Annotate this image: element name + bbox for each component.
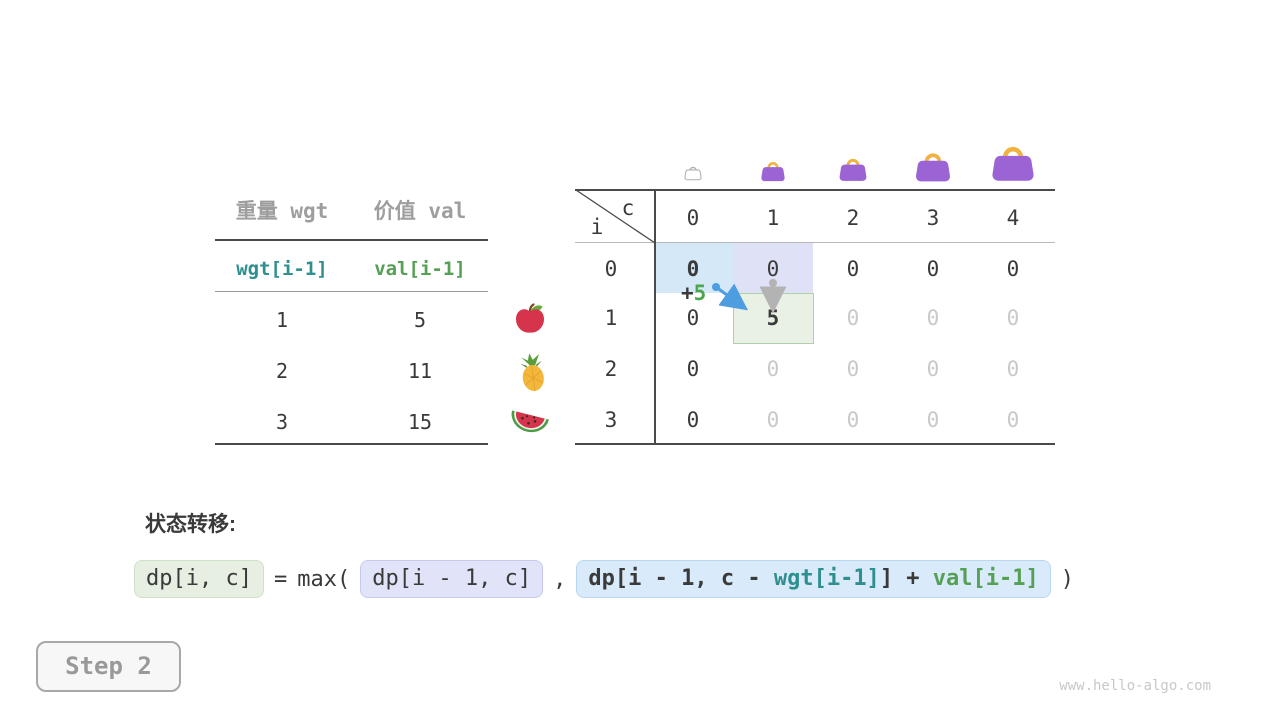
dp-table-top-rule xyxy=(575,189,1055,191)
dp-cell-r3c2: 0 xyxy=(846,408,860,432)
formula-close-paren: ) xyxy=(1060,566,1075,592)
items-table-var-value: val[i-1] xyxy=(374,258,466,280)
dp-cell-r0c2: 0 xyxy=(846,257,860,281)
dp-col-header: 1 xyxy=(766,206,780,230)
dp-corner-col-label: c xyxy=(621,196,635,220)
dp-cell-r2c0: 0 xyxy=(686,357,700,381)
dp-corner-row-label: i xyxy=(590,215,604,239)
dp-cell-r0c3: 0 xyxy=(926,257,940,281)
dp-row-header: 0 xyxy=(604,257,618,281)
dp-cell-r0c4: 0 xyxy=(1006,257,1020,281)
formula-arg2-prefix: dp[i - 1, c - xyxy=(588,566,774,591)
formula-arg1-box: dp[i - 1, c] xyxy=(360,560,544,598)
formula-comma: , xyxy=(553,566,567,592)
formula-arg2-val: val[i-1] xyxy=(932,566,1039,591)
added-value: 5 xyxy=(693,281,707,305)
dp-col-header: 4 xyxy=(1006,206,1020,230)
plus-sign: + xyxy=(681,281,694,305)
items-table-header-value: 价值 val xyxy=(373,199,467,223)
dp-cell-r1c4: 0 xyxy=(1006,306,1020,330)
formula-arg2-box: dp[i - 1, c - wgt[i-1]] + val[i-1] xyxy=(576,560,1051,598)
state-transition-heading: 状态转移: xyxy=(145,513,236,536)
item-row-value: 5 xyxy=(413,308,427,332)
pineapple-icon xyxy=(520,353,544,391)
state-transition-formula: dp[i, c] = max( dp[i - 1, c] , dp[i - 1,… xyxy=(134,560,1074,598)
items-table-header-weight: 重量 wgt xyxy=(235,199,329,223)
formula-equals: = xyxy=(273,566,288,592)
dp-col-header: 0 xyxy=(686,206,700,230)
dp-cell-r1c0: 0 xyxy=(686,306,700,330)
items-table-bottom-rule xyxy=(215,443,488,445)
items-table-top-rule xyxy=(215,239,488,241)
dp-table-header-rule xyxy=(575,242,1055,243)
items-table-var-weight: wgt[i-1] xyxy=(236,258,328,280)
skip-item-arrow xyxy=(759,279,787,314)
dp-cell-r1c2: 0 xyxy=(846,306,860,330)
dp-cell-r2c3: 0 xyxy=(926,357,940,381)
formula-lhs-box: dp[i, c] xyxy=(134,560,264,598)
dp-table-corner-diagonal xyxy=(575,189,656,244)
items-table-mid-rule xyxy=(215,291,488,292)
item-row-weight: 2 xyxy=(275,359,289,383)
dp-cell-r2c4: 0 xyxy=(1006,357,1020,381)
dp-cell-r3c4: 0 xyxy=(1006,408,1020,432)
formula-max-open: max( xyxy=(297,566,351,592)
item-row-weight: 1 xyxy=(275,308,289,332)
watermelon-icon xyxy=(511,410,549,433)
formula-arg2-mid: ] + xyxy=(879,566,933,591)
transition-arrows xyxy=(712,279,787,314)
capacity-3-bag-icon xyxy=(916,153,950,182)
capacity-1-bag-icon xyxy=(761,162,785,182)
dp-cell-r2c2: 0 xyxy=(846,357,860,381)
apple-icon xyxy=(516,303,544,333)
dp-cell-r0c0: 0 xyxy=(686,257,700,281)
capacity-4-bag-icon xyxy=(992,146,1034,181)
dp-cell-r1c3: 0 xyxy=(926,306,940,330)
formula-arg2-wgt: wgt[i-1] xyxy=(773,566,880,591)
dp-cell-r2c1: 0 xyxy=(766,357,780,381)
dp-row-header: 1 xyxy=(604,306,618,330)
dp-row-header: 2 xyxy=(604,357,618,381)
item-row-weight: 3 xyxy=(275,410,289,434)
dp-cell-r3c3: 0 xyxy=(926,408,940,432)
dp-col-header: 3 xyxy=(926,206,940,230)
dp-col-header: 2 xyxy=(846,206,860,230)
take-item-arrow xyxy=(712,283,749,311)
dp-cell-r0c1: 0 xyxy=(766,257,780,281)
item-row-value: 11 xyxy=(407,359,433,383)
capacity-0-bag-icon xyxy=(684,166,702,181)
transition-add-value-label: +5 xyxy=(681,281,706,305)
dp-cell-r3c0: 0 xyxy=(686,408,700,432)
step-indicator-button[interactable]: Step 2 xyxy=(36,641,181,692)
dp-row-header: 3 xyxy=(604,408,618,432)
item-row-value: 15 xyxy=(407,410,433,434)
dp-cell-r3c1: 0 xyxy=(766,408,780,432)
dp-table-bottom-rule xyxy=(575,443,1055,445)
capacity-2-bag-icon xyxy=(839,158,867,181)
dp-table-vertical-rule xyxy=(654,189,656,445)
watermark-url: www.hello-algo.com xyxy=(1059,678,1211,694)
